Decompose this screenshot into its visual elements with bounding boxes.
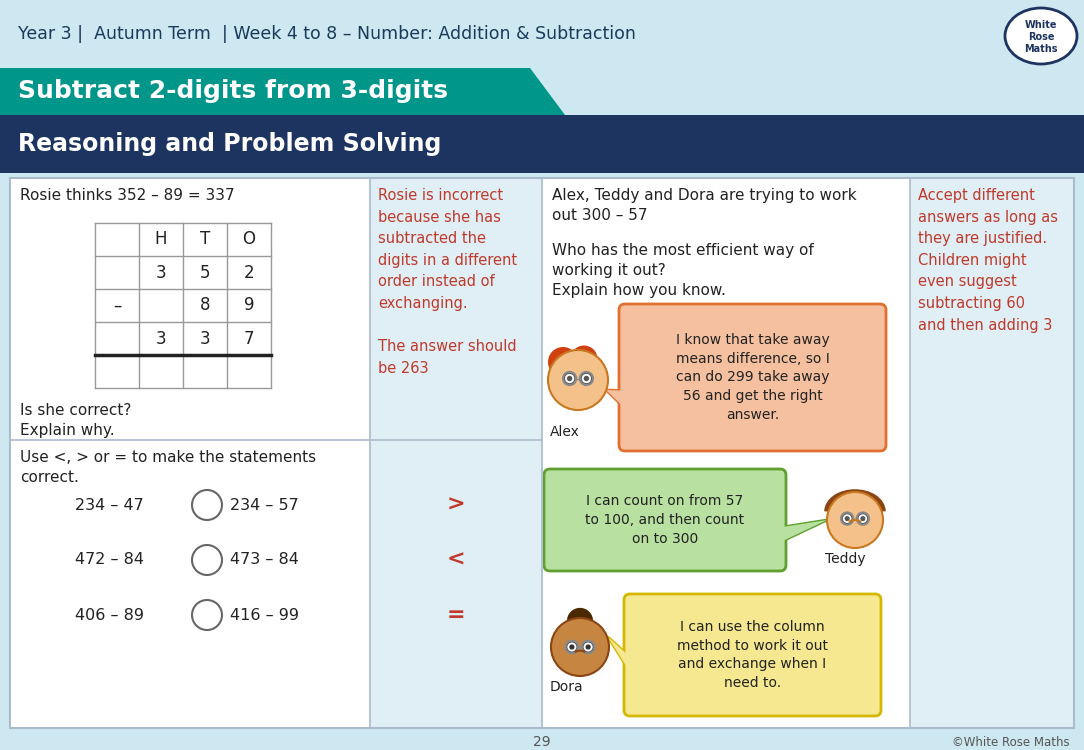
Circle shape	[861, 516, 865, 521]
Text: 234 – 47: 234 – 47	[75, 497, 144, 512]
Circle shape	[567, 642, 577, 652]
Circle shape	[583, 376, 589, 381]
Bar	[10, 440, 370, 728]
Text: =: =	[447, 605, 465, 625]
Bar	[0, 115, 1084, 173]
Polygon shape	[606, 390, 635, 418]
Text: Year 3 |  Autumn Term  | Week 4 to 8 – Number: Addition & Subtraction: Year 3 | Autumn Term | Week 4 to 8 – Num…	[18, 25, 636, 43]
Text: Alex: Alex	[550, 425, 580, 439]
Circle shape	[570, 346, 597, 373]
Text: 9: 9	[244, 296, 255, 314]
Circle shape	[549, 347, 578, 377]
Text: 7: 7	[244, 329, 255, 347]
Text: Accept different
answers as long as
they are justified.
Children might
even sugg: Accept different answers as long as they…	[918, 188, 1058, 332]
Bar	[10, 178, 370, 440]
Text: Maths: Maths	[1024, 44, 1058, 54]
Circle shape	[583, 642, 593, 652]
FancyBboxPatch shape	[619, 304, 886, 451]
Circle shape	[567, 376, 572, 381]
Text: White: White	[1024, 20, 1057, 30]
Text: <: <	[447, 550, 465, 570]
Bar	[95, 223, 271, 388]
Bar	[370, 440, 542, 728]
Text: 472 – 84: 472 – 84	[75, 553, 144, 568]
Text: 2: 2	[244, 263, 255, 281]
Text: 416 – 99: 416 – 99	[230, 608, 299, 622]
Text: 3: 3	[156, 329, 166, 347]
Polygon shape	[770, 520, 827, 547]
Circle shape	[581, 373, 592, 384]
Circle shape	[842, 514, 852, 523]
Polygon shape	[606, 390, 635, 418]
Circle shape	[551, 618, 609, 676]
Text: Who has the most efficient way of
working it out?
Explain how you know.: Who has the most efficient way of workin…	[552, 243, 814, 298]
Text: Use <, > or = to make the statements
correct.: Use <, > or = to make the statements cor…	[20, 450, 317, 484]
Circle shape	[585, 644, 591, 650]
Circle shape	[857, 514, 868, 523]
Text: I know that take away
means difference, so I
can do 299 take away
56 and get the: I know that take away means difference, …	[675, 332, 829, 422]
Text: 29: 29	[533, 735, 551, 749]
Text: Subtract 2-digits from 3-digits: Subtract 2-digits from 3-digits	[18, 79, 448, 103]
Text: T: T	[199, 230, 210, 248]
Text: >: >	[447, 495, 465, 515]
Text: Teddy: Teddy	[825, 552, 865, 566]
Text: 8: 8	[199, 296, 210, 314]
Text: Rosie is incorrect
because she has
subtracted the
digits in a different
order in: Rosie is incorrect because she has subtr…	[378, 188, 517, 376]
Bar	[0, 0, 1084, 68]
Text: 406 – 89: 406 – 89	[75, 608, 144, 622]
Text: O: O	[243, 230, 256, 248]
Text: H: H	[155, 230, 167, 248]
Text: I can use the column
method to work it out
and exchange when I
need to.: I can use the column method to work it o…	[678, 620, 828, 691]
Polygon shape	[608, 637, 640, 688]
Text: 3: 3	[199, 329, 210, 347]
Ellipse shape	[1005, 8, 1077, 64]
Text: Alex, Teddy and Dora are trying to work
out 300 – 57: Alex, Teddy and Dora are trying to work …	[552, 188, 856, 223]
Circle shape	[827, 492, 883, 548]
Circle shape	[549, 350, 608, 410]
Bar	[909, 178, 1074, 728]
Circle shape	[567, 608, 593, 634]
Text: Dora: Dora	[550, 680, 583, 694]
Text: 5: 5	[199, 263, 210, 281]
FancyBboxPatch shape	[624, 594, 881, 716]
Circle shape	[569, 644, 575, 650]
Text: ©White Rose Maths: ©White Rose Maths	[953, 736, 1070, 748]
Text: 473 – 84: 473 – 84	[230, 553, 299, 568]
Text: Is she correct?
Explain why.: Is she correct? Explain why.	[20, 403, 131, 438]
Text: 3: 3	[156, 263, 166, 281]
Circle shape	[564, 373, 575, 384]
Polygon shape	[0, 68, 565, 115]
Polygon shape	[608, 637, 640, 688]
FancyBboxPatch shape	[544, 469, 786, 571]
Text: Reasoning and Problem Solving: Reasoning and Problem Solving	[18, 132, 441, 156]
Text: –: –	[113, 296, 121, 314]
Text: I can count on from 57
to 100, and then count
on to 300: I can count on from 57 to 100, and then …	[585, 494, 745, 546]
Text: Rose: Rose	[1028, 32, 1055, 42]
Bar	[542, 178, 909, 728]
Circle shape	[844, 516, 850, 521]
Bar	[10, 178, 1074, 728]
Polygon shape	[770, 520, 827, 547]
Text: 234 – 57: 234 – 57	[230, 497, 299, 512]
Bar	[370, 178, 542, 440]
Text: Rosie thinks 352 – 89 = 337: Rosie thinks 352 – 89 = 337	[20, 188, 234, 203]
